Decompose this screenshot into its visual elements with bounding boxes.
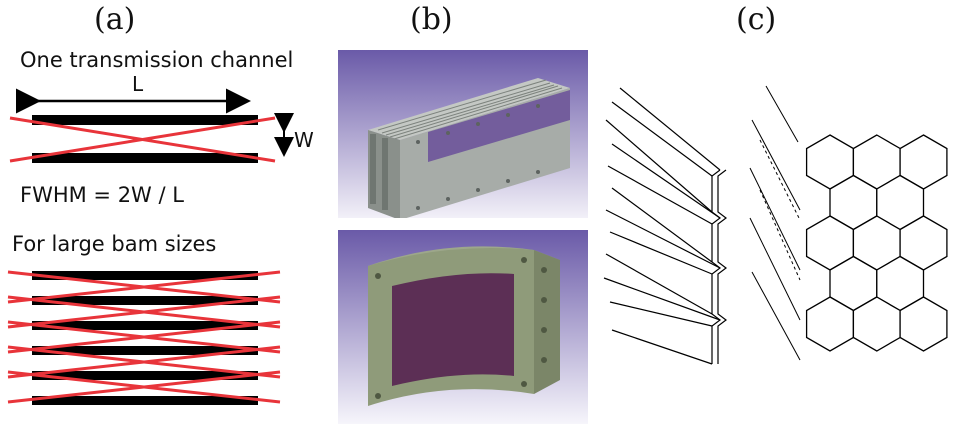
honeycomb-grid: [807, 135, 947, 351]
panel-label-b: (b): [410, 2, 453, 37]
panel-c-drawing: [590, 70, 972, 426]
channel-plate-top: [32, 115, 258, 125]
collimator-photo-top: [338, 50, 588, 218]
multi-channel-stack: [8, 271, 280, 405]
collimator-photo-bottom: [338, 230, 588, 424]
panel-label-c: (c): [736, 2, 776, 37]
channel-plate-bottom: [32, 153, 258, 163]
panel-a-diagram: [0, 0, 330, 426]
